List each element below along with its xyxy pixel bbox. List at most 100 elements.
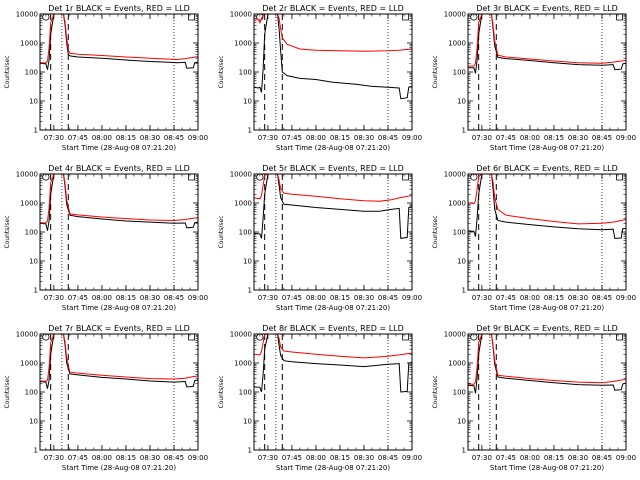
x-tick-label: 08:15 (544, 454, 564, 462)
x-tick-label: 07:30 (472, 134, 492, 142)
chart-panel: Det 9r BLACK = Events, RED = LLD Counts/s… (432, 324, 636, 472)
y-tick-label: 1 (248, 127, 252, 135)
x-tick-label: 07:45 (282, 134, 302, 142)
x-tick-label: 07:45 (68, 134, 88, 142)
x-tick-label: 07:45 (496, 134, 516, 142)
panel-title: Det 5r BLACK = Events, RED = LLD (262, 164, 404, 173)
x-axis-label: Start Time (28-Aug-08 07:21:20) (276, 304, 390, 312)
y-tick-label: 10 (29, 418, 38, 426)
lld-series-line (254, 334, 412, 359)
plot-frame (467, 13, 627, 131)
chart-panel: Det 2r BLACK = Events, RED = LLD Counts/s… (218, 4, 422, 152)
x-tick-label: 08:30 (568, 134, 588, 142)
end-marker-bracket (188, 174, 195, 181)
x-tick-label: 08:00 (92, 454, 112, 462)
y-tick-label: 1 (34, 287, 38, 295)
x-tick-label: 08:15 (116, 454, 136, 462)
x-axis-label: Start Time (28-Aug-08 07:21:20) (490, 144, 604, 152)
x-tick-label: 07:30 (44, 294, 64, 302)
x-tick-label: 09:00 (616, 294, 636, 302)
panel-title: Det 8r BLACK = Events, RED = LLD (262, 324, 404, 333)
x-tick-label: 08:15 (330, 134, 350, 142)
x-tick-label: 07:30 (258, 134, 278, 142)
x-tick-label: 07:30 (258, 454, 278, 462)
y-tick-label: 1000 (448, 360, 466, 368)
x-tick-label: 08:00 (520, 454, 540, 462)
chart-panel: Det 8r BLACK = Events, RED = LLD Counts/s… (218, 324, 422, 472)
y-tick-label: 10000 (16, 331, 38, 339)
y-tick-label: 100 (239, 229, 252, 237)
x-tick-label: 08:00 (306, 454, 326, 462)
y-tick-label: 1 (248, 287, 252, 295)
y-tick-label: 1 (462, 127, 466, 135)
end-marker-bracket (188, 14, 195, 21)
x-tick-label: 08:30 (140, 294, 160, 302)
x-tick-label: 08:45 (378, 134, 398, 142)
x-tick-label: 09:00 (188, 134, 208, 142)
chart-panel: Det 3r BLACK = Events, RED = LLD Counts/s… (432, 4, 636, 152)
y-tick-label: 10000 (444, 331, 466, 339)
y-tick-label: 1000 (20, 360, 38, 368)
plot-frame (39, 173, 199, 291)
y-tick-label: 10000 (444, 11, 466, 19)
x-tick-label: 07:45 (496, 454, 516, 462)
lld-series-line (254, 14, 412, 52)
end-marker-bracket (188, 334, 195, 341)
lld-series-line (40, 174, 198, 224)
lld-series-line (468, 174, 626, 225)
y-tick-label: 1 (462, 447, 466, 455)
x-axis-label: Start Time (28-Aug-08 07:21:20) (490, 304, 604, 312)
y-tick-label: 1 (34, 447, 38, 455)
x-tick-label: 08:45 (164, 294, 184, 302)
x-tick-label: 08:30 (140, 454, 160, 462)
y-tick-label: 1000 (20, 40, 38, 48)
x-axis-label: Start Time (28-Aug-08 07:21:20) (62, 464, 176, 472)
x-tick-label: 07:30 (472, 454, 492, 462)
end-marker-bracket (402, 14, 409, 21)
lld-series-line (40, 334, 198, 382)
y-tick-label: 10 (243, 418, 252, 426)
events-series-line (254, 14, 412, 100)
y-axis-label: Counts/sec (218, 55, 225, 88)
events-series-line (40, 14, 198, 70)
y-tick-label: 10 (457, 98, 466, 106)
end-marker-bracket (616, 174, 623, 181)
x-tick-label: 08:15 (330, 454, 350, 462)
y-axis-label: Counts/sec (432, 215, 439, 248)
x-tick-label: 08:30 (354, 294, 374, 302)
x-tick-label: 07:30 (44, 454, 64, 462)
y-tick-label: 100 (453, 69, 466, 77)
y-axis-label: Counts/sec (432, 55, 439, 88)
x-axis-label: Start Time (28-Aug-08 07:21:20) (62, 144, 176, 152)
y-tick-label: 1000 (234, 40, 252, 48)
plot-frame (39, 13, 199, 131)
x-tick-label: 08:30 (140, 134, 160, 142)
y-tick-label: 100 (25, 389, 38, 397)
y-tick-label: 10000 (230, 331, 252, 339)
x-tick-label: 07:30 (258, 294, 278, 302)
chart-panel: Det 7r BLACK = Events, RED = LLD Counts/s… (4, 324, 208, 472)
plot-frame (467, 173, 627, 291)
y-tick-label: 100 (239, 389, 252, 397)
y-tick-label: 10000 (16, 171, 38, 179)
x-tick-label: 08:15 (544, 294, 564, 302)
plot-frame (253, 173, 413, 291)
x-tick-label: 08:00 (306, 134, 326, 142)
x-tick-label: 08:15 (116, 294, 136, 302)
x-tick-label: 08:45 (592, 134, 612, 142)
x-tick-label: 09:00 (402, 134, 422, 142)
x-tick-label: 08:30 (354, 454, 374, 462)
events-series-line (468, 174, 626, 239)
end-marker-bracket (616, 14, 623, 21)
x-tick-label: 08:00 (520, 134, 540, 142)
y-tick-label: 1 (462, 287, 466, 295)
x-tick-label: 08:45 (592, 294, 612, 302)
events-series-line (468, 334, 626, 394)
y-tick-label: 1000 (448, 40, 466, 48)
end-marker-bracket (402, 174, 409, 181)
x-tick-label: 07:45 (282, 454, 302, 462)
y-tick-label: 100 (453, 229, 466, 237)
x-tick-label: 07:45 (68, 294, 88, 302)
y-axis-label: Counts/sec (218, 375, 225, 408)
x-tick-label: 08:15 (544, 134, 564, 142)
